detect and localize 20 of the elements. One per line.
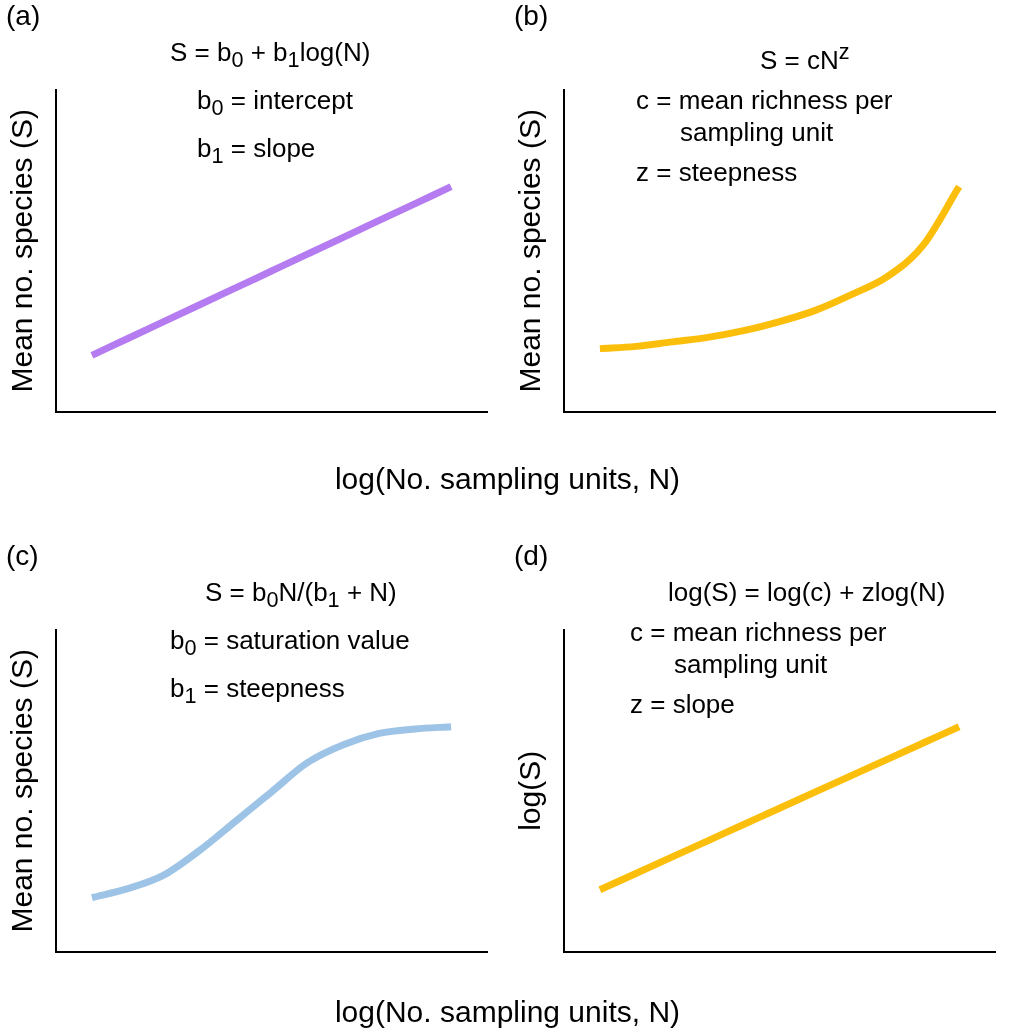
chart-title: (a) [6, 0, 41, 32]
chart-title: (d) [514, 540, 549, 572]
annotation: z = steepness [636, 156, 799, 188]
y-axis-title: Mean no. species (S) [5, 649, 39, 933]
text: b$_{1}$ = slope [197, 133, 316, 169]
text: S = b$_{0}$ + b$_{1}$log(N) [170, 36, 371, 75]
x-axis-title: log(No. sampling units, N) [333, 462, 682, 496]
text: b$_{0}$ = saturation value [170, 624, 411, 663]
y-axis-title: Mean no. species (S) [513, 109, 547, 393]
y-axis-title: log(S) [513, 750, 547, 831]
text: b$_{0}$ = intercept [197, 85, 353, 121]
text: b$_{1}$ = steepness [170, 672, 346, 711]
text: log(S) = log(c) + zlog(N) [668, 576, 946, 608]
text: S = b$_{0}$N/(b$_{1}$ + N) [205, 576, 397, 615]
chart-title: (b) [514, 0, 549, 32]
x-axis-title: log(No. sampling units, N) [333, 995, 682, 1029]
text: S = cN$^{z}$ [760, 38, 850, 76]
text: z = slope [630, 688, 736, 720]
y-axis-title: Mean no. species (S) [5, 109, 39, 393]
chart-title: (c) [6, 540, 39, 572]
